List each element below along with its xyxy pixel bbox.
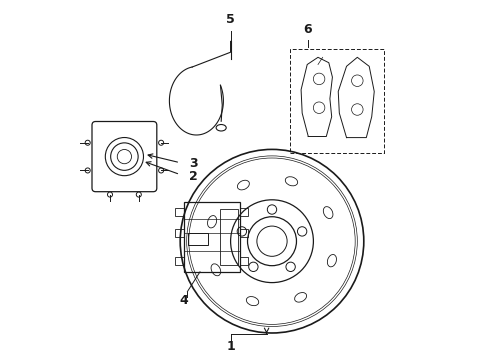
Bar	[240, 257, 247, 265]
Bar	[240, 229, 247, 237]
Bar	[175, 208, 184, 216]
Circle shape	[107, 192, 113, 197]
Circle shape	[85, 168, 90, 173]
Text: 5: 5	[226, 13, 235, 26]
Text: 2: 2	[189, 170, 198, 183]
Circle shape	[159, 140, 164, 145]
Bar	[175, 229, 184, 237]
Text: 1: 1	[226, 340, 235, 353]
Bar	[188, 233, 208, 245]
Circle shape	[85, 140, 90, 145]
Text: 6: 6	[304, 23, 312, 36]
Bar	[220, 209, 238, 265]
Bar	[240, 208, 247, 216]
Text: 3: 3	[189, 157, 198, 170]
Bar	[175, 257, 184, 265]
Circle shape	[136, 192, 141, 197]
Text: 4: 4	[179, 294, 188, 307]
Bar	[184, 202, 240, 272]
Bar	[290, 49, 384, 153]
Circle shape	[159, 168, 164, 173]
